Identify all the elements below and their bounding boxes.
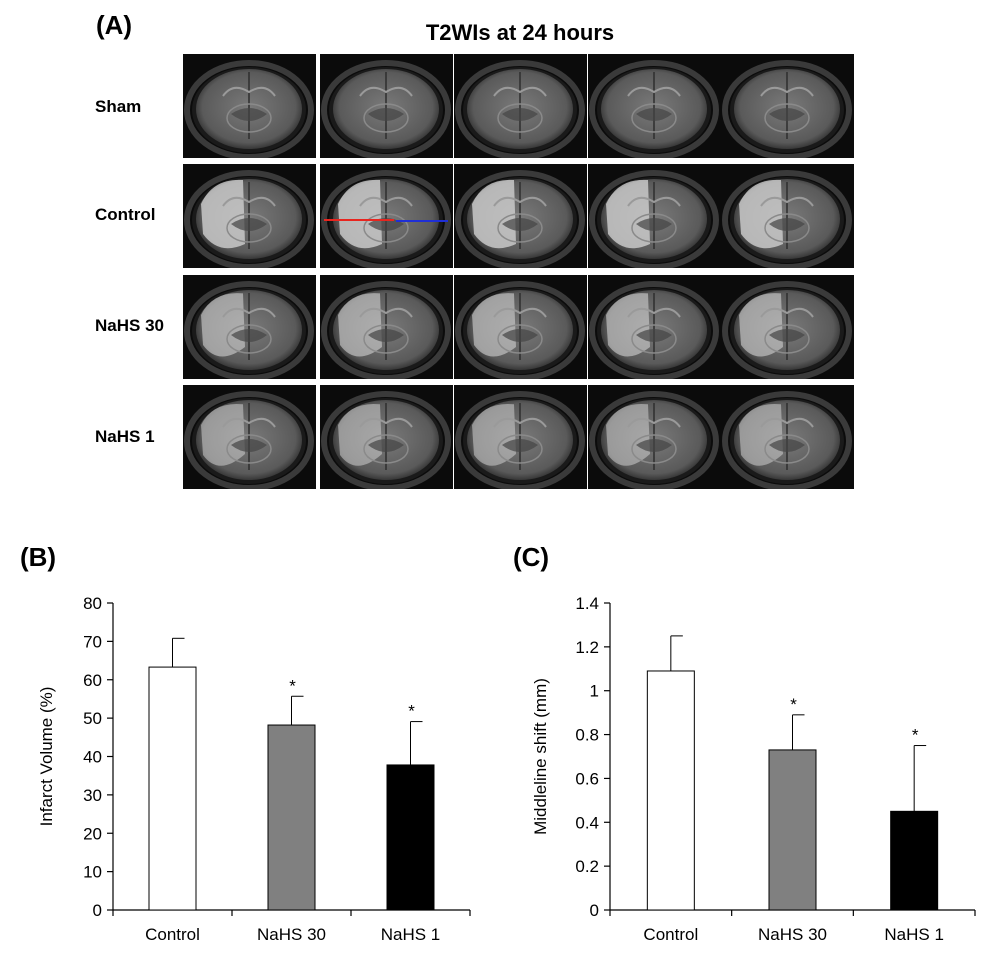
mri-slice: [721, 54, 854, 158]
mri-slice: [454, 164, 587, 268]
y-tick-label: 30: [83, 786, 102, 805]
significance-star: *: [912, 726, 919, 745]
panel-b-label: (B): [20, 542, 57, 572]
y-tick-label: 80: [83, 594, 102, 613]
significance-star: *: [289, 676, 296, 695]
mri-slice: [454, 54, 587, 158]
y-tick-label: 1.2: [575, 638, 599, 657]
infarct-volume-chart: 0 10 20 30 40 50 60 70 80 Control * NaHS 30 * NaHS 1 I…: [0, 0, 500, 959]
y-tick-label: 1: [590, 682, 599, 701]
significance-star: *: [790, 695, 797, 714]
x-tick-label: NaHS 30: [758, 925, 827, 944]
y-tick-label: 20: [83, 824, 102, 843]
mri-slice: [320, 275, 453, 379]
bar: [267, 724, 316, 911]
y-axis-title: Infarct Volume (%): [37, 687, 56, 827]
mri-slice: [721, 385, 854, 489]
panel-a-label: (A): [96, 10, 133, 40]
x-tick-label: NaHS 1: [381, 925, 441, 944]
y-tick-label: 0: [93, 901, 102, 920]
bar: [646, 670, 695, 911]
mri-slice: [588, 385, 721, 489]
y-tick-label: 0.2: [575, 857, 599, 876]
x-tick-label: Control: [145, 925, 200, 944]
mri-slice: [588, 164, 721, 268]
row-label-nahs1: NaHS 1: [95, 427, 155, 446]
x-tick-label: NaHS 30: [257, 925, 326, 944]
x-tick-label: Control: [643, 925, 698, 944]
y-tick-label: 10: [83, 863, 102, 882]
mri-title: T2WIs at 24 hours: [425, 20, 615, 45]
panel-c-label: (C): [513, 542, 550, 572]
y-tick-label: 0.8: [575, 726, 599, 745]
mri-slice: [588, 275, 721, 379]
bar: [148, 666, 197, 911]
mri-slice: [320, 54, 453, 158]
y-tick-label: 70: [83, 632, 102, 651]
bar: [890, 810, 939, 911]
mri-image-grid: [183, 54, 854, 489]
mri-slice: [721, 164, 854, 268]
mri-slice: [183, 385, 316, 489]
y-tick-label: 60: [83, 671, 102, 690]
y-tick-label: 40: [83, 748, 102, 767]
mri-slice: [320, 385, 453, 489]
significance-star: *: [408, 702, 415, 721]
y-tick-label: 0.6: [575, 769, 599, 788]
y-axis-title: Middleline shift (mm): [531, 678, 550, 835]
mri-slice: [183, 275, 316, 379]
mri-slice: [320, 164, 453, 268]
mri-slice: [721, 275, 854, 379]
y-tick-label: 1.4: [575, 594, 599, 613]
y-tick-label: 50: [83, 709, 102, 728]
row-label-sham: Sham: [95, 97, 142, 116]
mri-slice: [454, 275, 587, 379]
y-tick-label: 0.4: [575, 813, 599, 832]
bar: [768, 749, 817, 911]
row-label-nahs30: NaHS 30: [95, 316, 164, 335]
row-label-control: Control: [95, 205, 156, 224]
mri-slice: [183, 164, 316, 268]
y-tick-label: 0: [590, 901, 599, 920]
chart-svg: 0 10 20 30 40 50 60 70 80 Control * NaHS 30 * NaHS 1 I…: [37, 594, 471, 944]
x-tick-label: NaHS 1: [884, 925, 944, 944]
mri-slice: [454, 385, 587, 489]
mri-slice: [588, 54, 721, 158]
mri-slice: [183, 54, 316, 158]
